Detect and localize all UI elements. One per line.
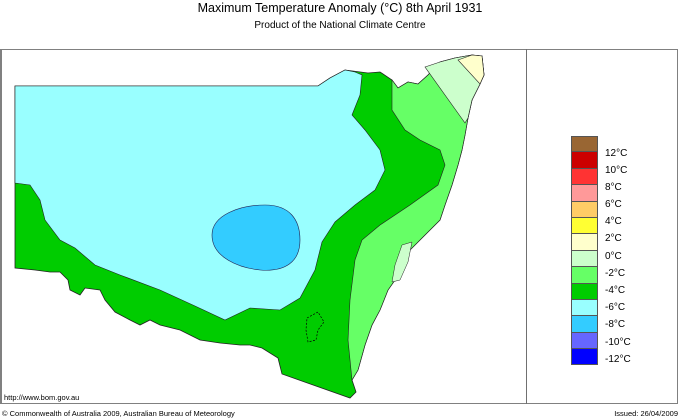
legend-swatch [571,217,598,235]
legend-label: -10°C [605,337,631,348]
legend-label: -8°C [605,319,626,330]
map-title: Maximum Temperature Anomaly (°C) 8th Apr… [197,1,483,15]
legend-label: -4°C [605,285,626,296]
map-subtitle: Product of the National Climate Centre [254,20,426,31]
legend-divider [526,49,527,404]
issued-date: Issued: 26/04/2009 [614,409,678,418]
legend-swatch [571,168,598,186]
legend-label: 10°C [605,165,628,176]
bom-url-link[interactable]: http://www.bom.gov.au [4,393,80,402]
region-0-plus2 [457,54,485,85]
legend-label: -12°C [605,354,631,365]
copyright-notice: © Commonwealth of Australia 2009, Austra… [2,409,235,418]
region-0-minus2-coast [391,241,413,283]
legend-swatch [571,152,598,169]
legend-label: 8°C [605,182,622,193]
legend-colorbar [571,136,598,366]
legend-swatch [571,332,598,350]
legend-label: -2°C [605,268,626,279]
legend-label: 12°C [605,148,628,159]
legend-label: 6°C [605,199,622,210]
lake-outline [305,311,325,343]
nsw-anomaly-map [14,54,485,399]
legend-swatch [571,185,598,202]
legend-swatch [571,136,598,153]
legend-swatch [571,316,598,333]
legend-label: 4°C [605,216,622,227]
legend-swatch [571,250,598,268]
legend-label: 0°C [605,251,622,262]
legend-label: -6°C [605,302,626,313]
legend-swatch [571,234,598,251]
map-frame [0,49,678,404]
legend-swatch [571,267,598,284]
legend-swatch [571,283,598,300]
legend-swatch [571,299,598,317]
legend-label: 2°C [605,233,622,244]
legend-swatch [571,349,598,366]
region-minus8-minus10 [211,204,301,271]
legend-swatch [571,201,598,218]
